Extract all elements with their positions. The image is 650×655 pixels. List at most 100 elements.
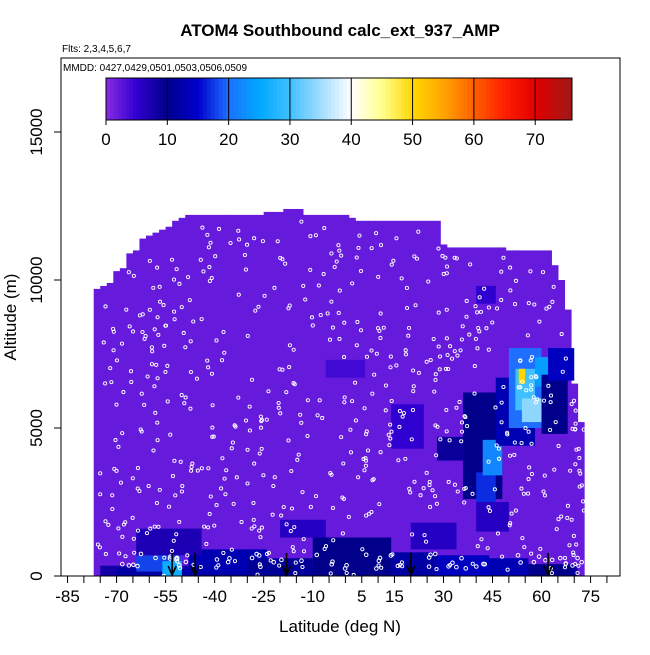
sample-point: [261, 473, 266, 478]
sample-point: [143, 334, 148, 339]
sample-point: [179, 489, 184, 494]
sample-point: [576, 563, 581, 568]
sample-point: [520, 536, 525, 541]
x-tick-label: -85: [55, 587, 80, 606]
sample-point: [293, 571, 298, 576]
heat-column: [361, 220, 369, 576]
sample-point: [353, 380, 358, 385]
heat-column: [414, 220, 422, 576]
sample-point: [426, 555, 432, 560]
sample-point: [378, 335, 383, 341]
sample-point: [459, 337, 464, 342]
sample-point: [309, 315, 315, 320]
colorbar-tick-label: 30: [280, 130, 299, 149]
sample-point: [253, 308, 258, 313]
heat-column: [172, 220, 180, 576]
colorbar-swatch: [486, 78, 491, 120]
sample-point: [356, 245, 361, 250]
sample-point: [350, 399, 355, 404]
colorbar-swatch: [463, 78, 468, 120]
colorbar-swatch: [416, 78, 422, 120]
heat-column: [440, 244, 448, 576]
sample-point: [305, 398, 310, 403]
sample-point: [383, 408, 388, 413]
heat-column: [381, 220, 389, 576]
heat-column: [113, 271, 121, 576]
colorbar-swatch: [195, 78, 200, 120]
sample-point: [574, 447, 579, 452]
sample-point: [162, 555, 167, 560]
sample-point: [459, 555, 464, 561]
colorbar-tick-label: 40: [342, 130, 361, 149]
colorbar-swatch: [288, 78, 293, 120]
sample-point: [454, 405, 459, 410]
colorbar-swatch: [389, 78, 394, 120]
sample-point: [191, 319, 196, 324]
sample-point: [277, 367, 282, 372]
colorbar-swatch: [319, 78, 324, 120]
sample-point: [328, 571, 333, 576]
sample-point: [163, 369, 168, 374]
sample-point: [342, 320, 347, 325]
colorbar-swatch: [280, 78, 286, 120]
sample-point: [437, 354, 443, 359]
sample-point: [454, 564, 459, 570]
sample-point: [258, 414, 263, 419]
sample-point: [389, 398, 394, 404]
sample-point: [365, 448, 371, 453]
sample-point: [346, 514, 351, 519]
sample-point: [411, 389, 416, 394]
sample-point: [290, 545, 295, 550]
colorbar-swatch: [560, 78, 565, 120]
sample-point: [268, 558, 273, 563]
sample-point: [428, 358, 433, 363]
sample-point: [114, 358, 119, 363]
heat-column: [132, 250, 141, 576]
colorbar-swatch: [432, 78, 437, 120]
colorbar-swatch: [335, 78, 340, 120]
sample-point: [114, 468, 119, 473]
colorbar-swatch: [505, 78, 511, 120]
sample-point: [98, 471, 103, 476]
sample-point: [500, 554, 505, 559]
sample-point: [459, 439, 464, 444]
flight-marker-head: [167, 565, 177, 577]
sample-point: [479, 537, 484, 542]
sample-point: [264, 417, 269, 422]
colorbar-swatch: [428, 78, 433, 120]
sample-point: [519, 441, 524, 446]
sample-point: [562, 555, 568, 561]
heat-cell: [325, 359, 366, 378]
sample-point: [446, 564, 451, 569]
sample-point: [301, 549, 307, 554]
heat-cell: [436, 555, 490, 576]
sample-point: [374, 351, 379, 356]
sample-point: [110, 493, 115, 498]
flight-marker-arrow: [167, 553, 177, 577]
x-axis-label: Latitude (deg N): [279, 617, 401, 636]
sample-point: [234, 475, 239, 480]
sample-point: [421, 486, 426, 491]
sample-point: [249, 377, 255, 382]
sample-point: [210, 403, 215, 408]
sample-point: [541, 489, 546, 494]
sample-point: [271, 559, 277, 565]
colorbar: 0 10 20 30 40 50 60 70: [101, 77, 573, 149]
sample-point: [121, 522, 127, 527]
colorbar-swatch: [436, 78, 441, 120]
sample-point: [556, 517, 561, 522]
colorbar-swatch: [292, 78, 297, 120]
colorbar-swatch: [342, 78, 348, 120]
sample-point: [303, 297, 308, 302]
sample-point: [364, 432, 369, 437]
sample-point: [138, 551, 144, 557]
sample-point: [171, 277, 177, 282]
sample-point: [505, 567, 510, 572]
colorbar-tick-label: 0: [101, 130, 110, 149]
sample-point: [161, 303, 166, 308]
sample-point: [578, 471, 583, 476]
sample-point: [542, 473, 547, 478]
sample-point: [358, 268, 364, 274]
sample-point: [185, 553, 190, 558]
heat-column: [93, 288, 101, 576]
